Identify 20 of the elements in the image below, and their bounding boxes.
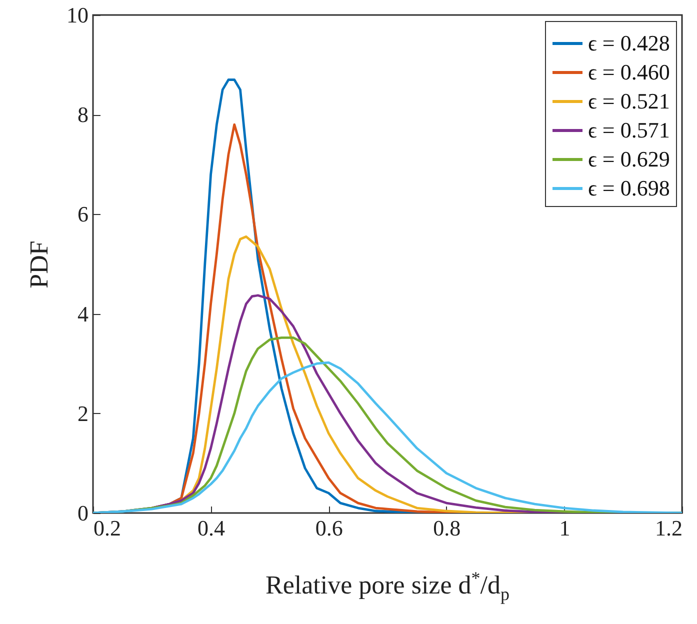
x-tick-label: 1 bbox=[559, 516, 570, 540]
x-tick-label: 0.2 bbox=[94, 516, 121, 540]
y-tick-label: 8 bbox=[78, 102, 88, 128]
y-tick-label: 2 bbox=[78, 400, 88, 426]
legend-label: ϵ = 0.521 bbox=[588, 88, 670, 114]
y-axis-title: PDF bbox=[24, 240, 54, 288]
legend-label: ϵ = 0.428 bbox=[588, 30, 670, 56]
legend-label: ϵ = 0.698 bbox=[588, 176, 670, 200]
x-tick-label: 1.2 bbox=[655, 516, 682, 540]
legend-label: ϵ = 0.460 bbox=[588, 60, 670, 84]
y-tick-label: 10 bbox=[66, 2, 88, 28]
x-tick-label: 0.8 bbox=[433, 516, 461, 540]
x-tick-label: 0.6 bbox=[315, 516, 343, 540]
y-tick-label: 6 bbox=[78, 202, 88, 227]
legend-label: ϵ = 0.629 bbox=[588, 146, 670, 172]
y-tick-label: 4 bbox=[78, 301, 88, 326]
legend-label: ϵ = 0.571 bbox=[588, 118, 670, 142]
x-axis-title: Relative pore size d$^{*}$/d$_{p}$ bbox=[264, 568, 510, 605]
x-tick-label: 0.4 bbox=[198, 516, 226, 540]
y-tick-label: 0 bbox=[78, 500, 88, 526]
